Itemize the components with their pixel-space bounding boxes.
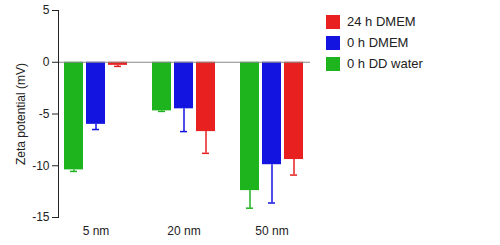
html-text:0 h DD water: 0 h DD water (347, 56, 423, 71)
svg-text:20 nm: 20 nm (167, 224, 200, 238)
svg-text:-15: -15 (32, 210, 50, 224)
svg-text:5: 5 (43, 3, 50, 17)
html-text:0 h DMEM: 0 h DMEM (347, 35, 409, 50)
svg-text:-5: -5 (39, 107, 50, 121)
svg-text:0: 0 (43, 55, 50, 69)
svg-text:5 nm: 5 nm (83, 224, 110, 238)
svg-text:50 nm: 50 nm (255, 224, 288, 238)
html-text:24 h DMEM: 24 h DMEM (347, 14, 416, 29)
svg-text:Zeta potential (mV): Zeta potential (mV) (14, 63, 28, 165)
svg-text:-10: -10 (32, 159, 50, 173)
